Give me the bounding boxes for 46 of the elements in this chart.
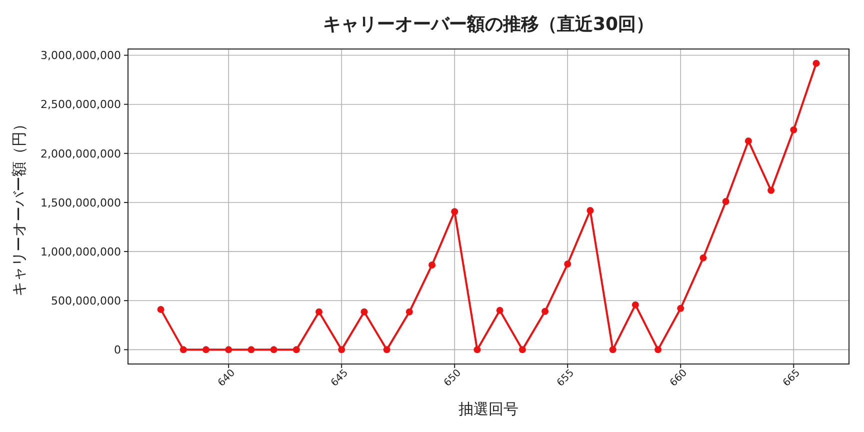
point (315, 308, 322, 316)
point (360, 308, 368, 316)
point (518, 346, 526, 354)
point (383, 346, 390, 354)
point (722, 198, 730, 205)
point (338, 346, 346, 354)
chart-title: キャリーオーバー額の推移（直近30回） (322, 14, 654, 35)
point (270, 346, 278, 354)
x-tick-label: 640 (216, 368, 238, 389)
y-tick-label: 3,000,000,000 (40, 49, 121, 62)
point (609, 346, 616, 354)
x-tick-label: 645 (329, 368, 350, 389)
x-tick-label: 650 (442, 368, 464, 389)
point (225, 346, 232, 354)
point (202, 346, 210, 354)
point (428, 261, 436, 268)
point (292, 346, 300, 354)
y-tick-label: 500,000,000 (51, 294, 121, 308)
point (654, 346, 662, 354)
point (790, 126, 798, 134)
x-axis-title: 抽選回号 (458, 400, 518, 418)
point (812, 60, 820, 67)
y-tick-label: 1,500,000,000 (40, 196, 121, 210)
point (157, 306, 164, 313)
point (180, 346, 187, 354)
point (744, 137, 752, 144)
x-tick-label: 660 (668, 368, 690, 389)
y-axis-title: キャリーオーバー額（円） (10, 116, 28, 296)
point (474, 346, 481, 354)
y-tick-label: 1,000,000,000 (40, 245, 121, 258)
point (632, 301, 639, 308)
point (768, 186, 775, 194)
point (700, 254, 707, 262)
y-tick-label: 0 (114, 344, 121, 357)
point (496, 306, 504, 314)
point (677, 304, 684, 312)
x-tick-label: 655 (555, 368, 576, 389)
point (542, 308, 549, 315)
point (586, 207, 594, 214)
y-tick-label: 2,500,000,000 (40, 98, 121, 112)
point (248, 346, 255, 354)
point (564, 260, 572, 268)
point (451, 208, 458, 216)
y-tick-label: 2,000,000,000 (40, 147, 121, 160)
x-tick-label: 665 (781, 368, 802, 389)
point (406, 308, 413, 316)
